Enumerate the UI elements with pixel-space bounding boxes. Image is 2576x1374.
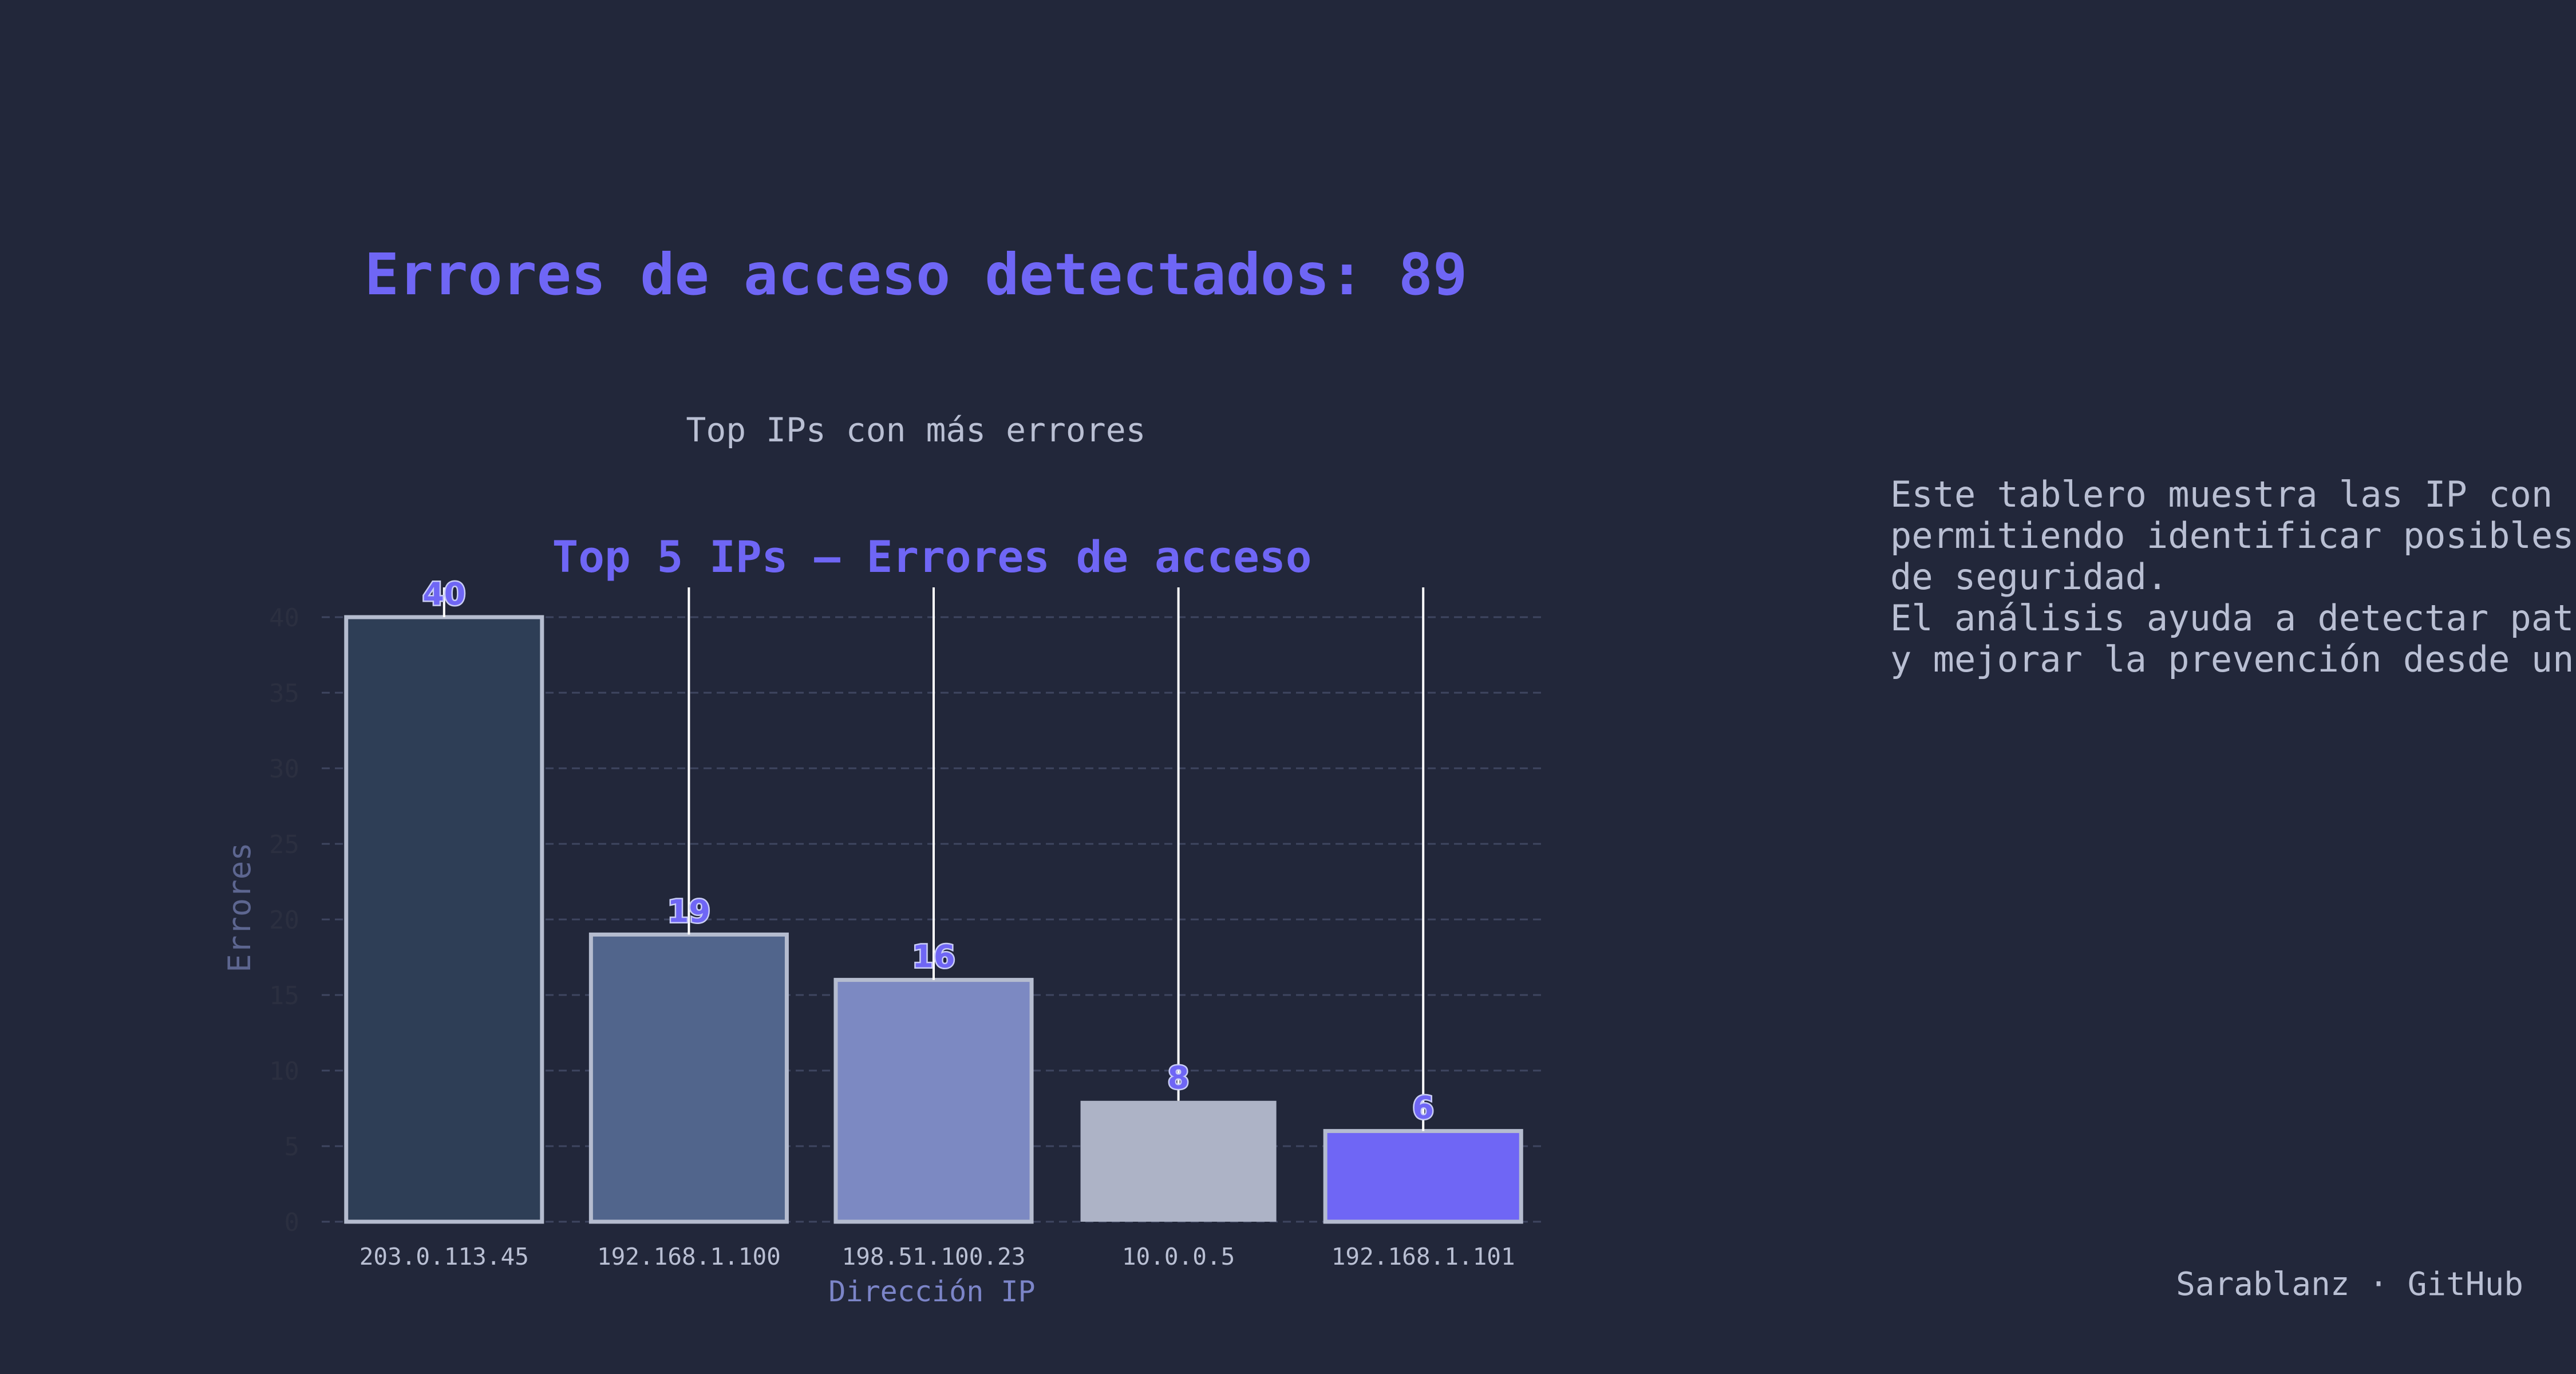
x-tick-label: 203.0.113.45 xyxy=(359,1243,529,1270)
y-tick-label: 0 xyxy=(285,1208,300,1237)
bar xyxy=(588,932,789,1224)
data-label: 8 xyxy=(1168,1060,1190,1096)
x-tick-label: 10.0.0.5 xyxy=(1122,1243,1235,1270)
dashboard-headline: Errores de acceso detectados: 89 xyxy=(364,241,1468,308)
y-axis-ticks: 0 5 10 15 20 25 30 35 40 xyxy=(269,603,299,1237)
bar xyxy=(833,978,1034,1224)
bar xyxy=(1323,1129,1523,1224)
description-line: permitiendo identificar posibles xyxy=(1890,515,2574,556)
x-tick-label: 192.168.1.101 xyxy=(1332,1243,1515,1270)
y-tick-label: 20 xyxy=(269,906,299,935)
y-tick-label: 15 xyxy=(269,981,299,1010)
label-leader-lines xyxy=(442,587,1425,1131)
x-axis-label: Dirección IP xyxy=(828,1275,1035,1308)
x-axis-ticks: 203.0.113.45 192.168.1.100 198.51.100.23 10… xyxy=(359,1243,1515,1270)
bar xyxy=(1080,1100,1277,1222)
bar xyxy=(344,615,544,1224)
data-label: 19 xyxy=(667,893,710,929)
y-tick-label: 40 xyxy=(269,603,299,633)
y-tick-label: 35 xyxy=(269,679,299,708)
y-axis-label: Errores xyxy=(222,842,258,973)
footer-credit[interactable]: Sarablanz · GitHub xyxy=(2176,1266,2523,1303)
data-labels: 40 19 16 8 6 xyxy=(421,575,1436,1128)
data-label: 6 xyxy=(1412,1090,1434,1126)
bar-chart: 0 5 10 15 20 25 30 35 40 40 19 16 8 6 203.0.113.45 19… xyxy=(222,531,1546,1308)
description-line: y mejorar la prevención desde un xyxy=(1890,638,2574,680)
description-line: de seguridad. xyxy=(1890,556,2168,598)
dashboard-description: Este tablero muestra las IP con permitien… xyxy=(1890,474,2576,680)
y-tick-label: 25 xyxy=(269,830,299,859)
data-label: 16 xyxy=(912,939,955,975)
bars xyxy=(344,615,1523,1224)
data-label: 40 xyxy=(422,576,465,612)
chart-title: Top 5 IPs — Errores de acceso xyxy=(552,531,1312,582)
x-tick-label: 192.168.1.100 xyxy=(597,1243,781,1270)
x-tick-label: 198.51.100.23 xyxy=(842,1243,1026,1270)
description-line: El análisis ayuda a detectar pat xyxy=(1890,597,2574,639)
y-tick-label: 30 xyxy=(269,755,299,784)
chart-subtitle: Top IPs con más errores xyxy=(686,410,1146,449)
y-tick-label: 10 xyxy=(269,1057,299,1086)
y-tick-label: 5 xyxy=(285,1132,300,1162)
description-line: Este tablero muestra las IP con xyxy=(1890,474,2553,515)
